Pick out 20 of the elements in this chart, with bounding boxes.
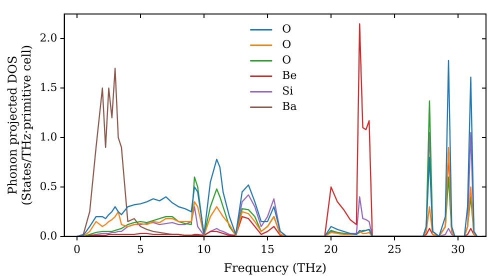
x-tick-label: 10 [197, 242, 212, 256]
x-tick-label: 5 [137, 242, 144, 256]
legend-label: Be [282, 69, 297, 82]
legend-label: O [282, 38, 292, 52]
x-tick-label: 30 [451, 242, 466, 256]
legend-label: O [282, 54, 292, 67]
y-tick-label: 0.5 [40, 180, 58, 193]
y-tick-label: 1.5 [40, 80, 58, 94]
x-tick-label: 20 [324, 242, 338, 256]
x-tick-label: 0 [73, 242, 80, 256]
y-axis-title: Phonon projected DOS (States/THz·primitive cell) [5, 44, 34, 206]
legend-label: O [282, 22, 292, 36]
x-tick-label: 15 [260, 242, 275, 256]
x-tick-label: 25 [388, 242, 402, 256]
y-tick-label: 2.0 [40, 32, 58, 45]
x-axis-title: Frequency (THz) [224, 260, 327, 275]
legend-label: Si [282, 84, 294, 98]
y-tick-label: 0.0 [40, 229, 58, 242]
y-tick-label: 1.0 [40, 130, 58, 144]
legend-label: Ba [282, 100, 298, 114]
